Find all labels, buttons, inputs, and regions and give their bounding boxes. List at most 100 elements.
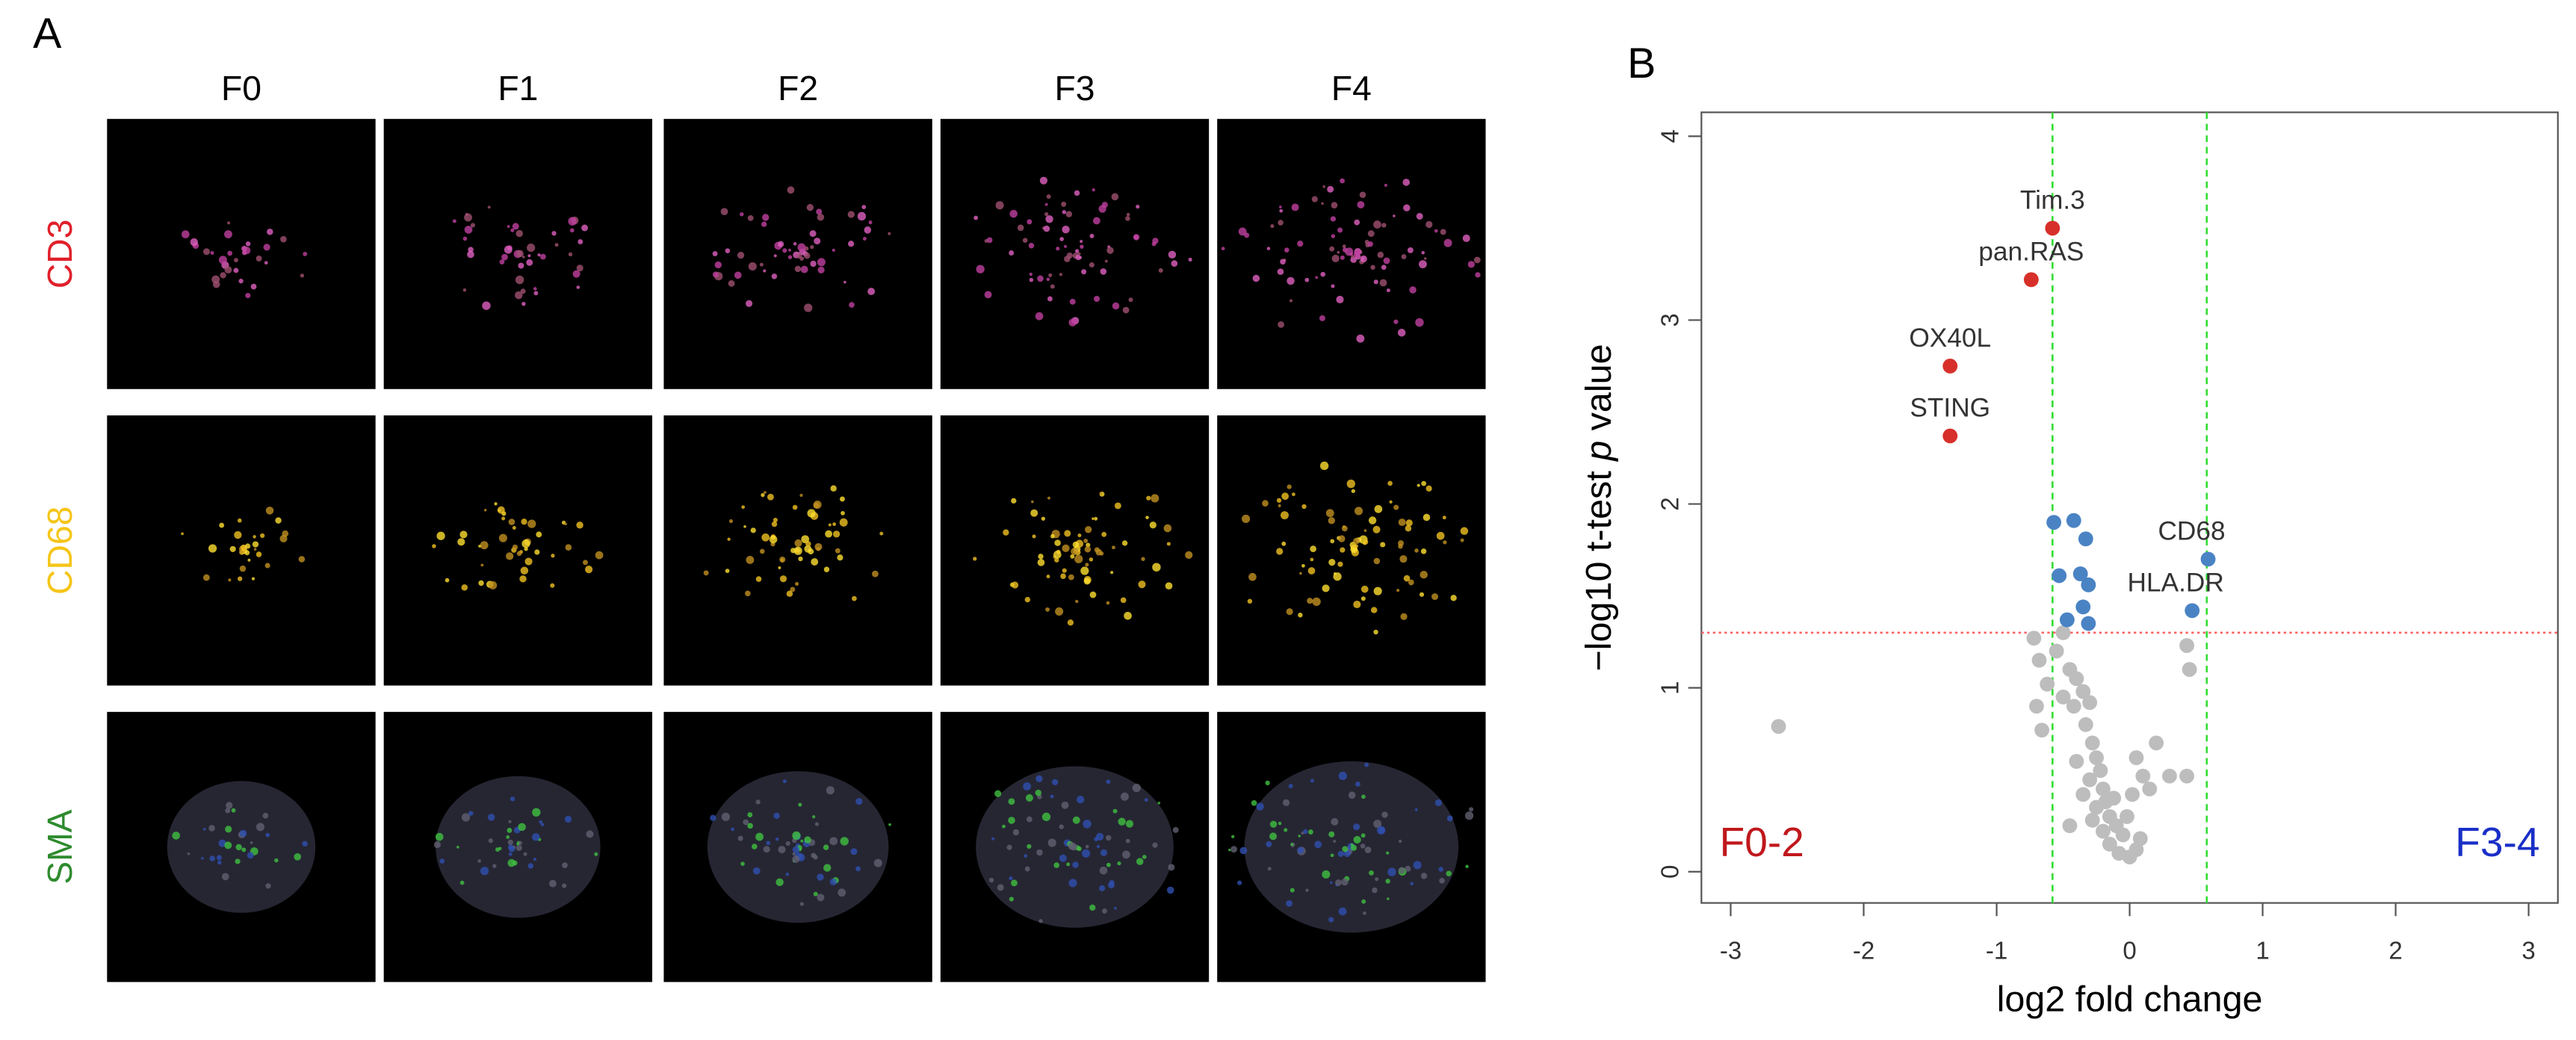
stain-dot <box>265 832 270 838</box>
stain-dot <box>1101 202 1108 208</box>
stain-dot <box>1094 516 1098 521</box>
stain-dot <box>492 864 497 868</box>
stain-dot <box>804 836 811 844</box>
stain-dot <box>245 543 251 549</box>
stain-dot <box>238 576 243 581</box>
stain-dot <box>792 831 801 841</box>
stain-dot <box>1342 247 1348 253</box>
data-point <box>2066 699 2081 714</box>
stain-dot <box>761 221 767 227</box>
stain-dot <box>1035 789 1041 796</box>
stain-dot <box>747 215 754 221</box>
stain-dot <box>1373 586 1382 595</box>
stain-dot <box>1108 882 1115 889</box>
stain-dot <box>480 563 484 567</box>
data-point <box>1942 359 1958 374</box>
stain-dot <box>1354 507 1363 516</box>
stain-dot <box>562 862 568 868</box>
stain-dot <box>1310 557 1314 562</box>
stain-dot <box>467 250 474 259</box>
data-point <box>2062 818 2078 834</box>
column-label: F3 <box>1054 69 1095 108</box>
stain-dot <box>1450 595 1457 601</box>
stain-dot <box>1331 284 1335 288</box>
stain-dot <box>1071 548 1079 555</box>
stain-dot <box>452 219 456 223</box>
stain-dot <box>1168 864 1175 871</box>
stain-dot <box>1251 799 1257 806</box>
stain-dot <box>1067 619 1074 626</box>
y-tick-label: 3 <box>1656 313 1684 326</box>
stain-dot <box>533 291 539 296</box>
stain-dot <box>1417 483 1420 487</box>
stain-dot <box>1301 563 1305 568</box>
stain-dot <box>1303 829 1308 835</box>
stain-dot <box>1422 513 1431 521</box>
stain-dot <box>813 501 822 509</box>
stain-dot <box>250 841 253 844</box>
data-point <box>2149 735 2164 751</box>
stain-dot <box>227 250 233 256</box>
stain-dot <box>1152 842 1158 848</box>
stain-dot <box>755 576 762 582</box>
stain-dot <box>1291 492 1295 497</box>
stain-dot <box>568 217 577 226</box>
stain-dot <box>506 552 514 560</box>
stain-dot <box>803 253 811 259</box>
stain-dot <box>1125 216 1130 221</box>
stain-dot <box>1373 279 1378 285</box>
stain-dot <box>1357 201 1365 209</box>
stain-dot <box>1036 849 1043 856</box>
stain-dot <box>1446 870 1452 876</box>
stain-dot <box>1276 548 1284 555</box>
stain-dot <box>1009 897 1014 902</box>
stain-dot <box>520 566 529 575</box>
stain-dot <box>1360 596 1366 601</box>
stain-dot <box>1141 557 1145 561</box>
stain-dot <box>984 291 992 299</box>
data-point <box>2096 781 2111 796</box>
stain-dot <box>809 230 817 238</box>
data-point <box>2096 823 2111 839</box>
stain-dot <box>1336 295 1344 304</box>
stain-dot <box>790 586 796 592</box>
stain-dot <box>743 524 746 528</box>
stain-dot <box>775 878 784 887</box>
stain-dot <box>1132 783 1142 793</box>
stain-dot <box>1297 241 1304 247</box>
data-point <box>2075 599 2091 615</box>
data-point <box>2069 671 2084 687</box>
stain-dot <box>518 823 526 832</box>
stain-dot <box>782 248 787 253</box>
stain-dot <box>462 236 468 241</box>
stain-dot <box>1023 782 1032 790</box>
stain-dot <box>1278 321 1284 328</box>
stain-dot <box>1328 517 1336 524</box>
stain-dot <box>243 247 251 255</box>
stain-dot <box>792 846 800 854</box>
stain-dot <box>487 814 495 821</box>
stain-dot <box>533 287 537 291</box>
stain-dot <box>488 838 493 844</box>
data-point <box>2179 768 2195 784</box>
stain-dot <box>1032 534 1036 539</box>
stain-dot <box>1158 267 1163 273</box>
data-point <box>2052 568 2067 584</box>
stain-dot <box>1065 211 1073 217</box>
stain-dot <box>564 815 572 823</box>
stain-dot <box>1221 247 1225 251</box>
stain-dot <box>1269 832 1278 841</box>
stain-dot <box>817 894 825 902</box>
stain-dot <box>1331 254 1340 263</box>
stain-dot <box>1387 897 1390 900</box>
stain-dot <box>1064 244 1067 248</box>
stain-dot <box>785 873 790 876</box>
stain-dot <box>988 877 994 883</box>
stain-dot <box>516 250 524 258</box>
stain-dot <box>581 224 589 232</box>
stain-dot <box>1168 250 1177 259</box>
stain-dot <box>1301 504 1307 510</box>
stain-dot <box>864 226 872 234</box>
stain-dot <box>504 245 513 254</box>
stain-dot <box>1009 209 1018 218</box>
